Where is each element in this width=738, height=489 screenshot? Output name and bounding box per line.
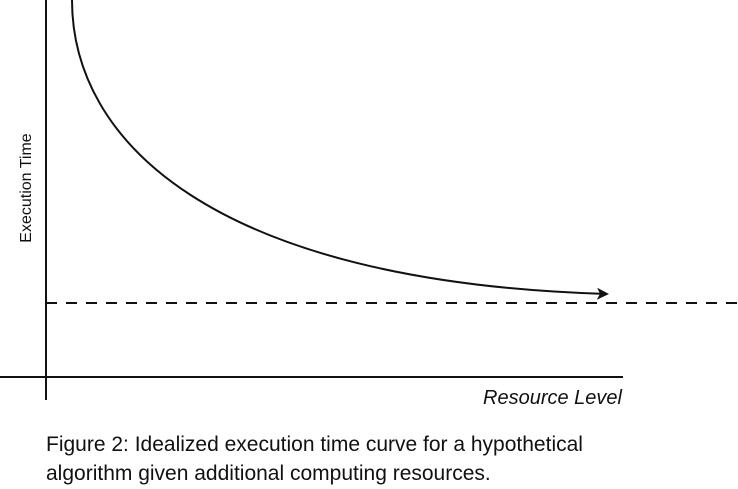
- execution-time-diagram: Execution Time Resource Level: [0, 0, 738, 409]
- execution-time-curve: [71, 0, 609, 300]
- y-axis-label: Execution Time: [18, 133, 35, 242]
- caption-line-1: Figure 2: Idealized execution time curve…: [46, 433, 583, 456]
- figure-caption: Figure 2: Idealized execution time curve…: [46, 430, 726, 488]
- caption-line-2: algorithm given additional computing res…: [46, 462, 491, 485]
- x-axis-label: Resource Level: [483, 387, 623, 409]
